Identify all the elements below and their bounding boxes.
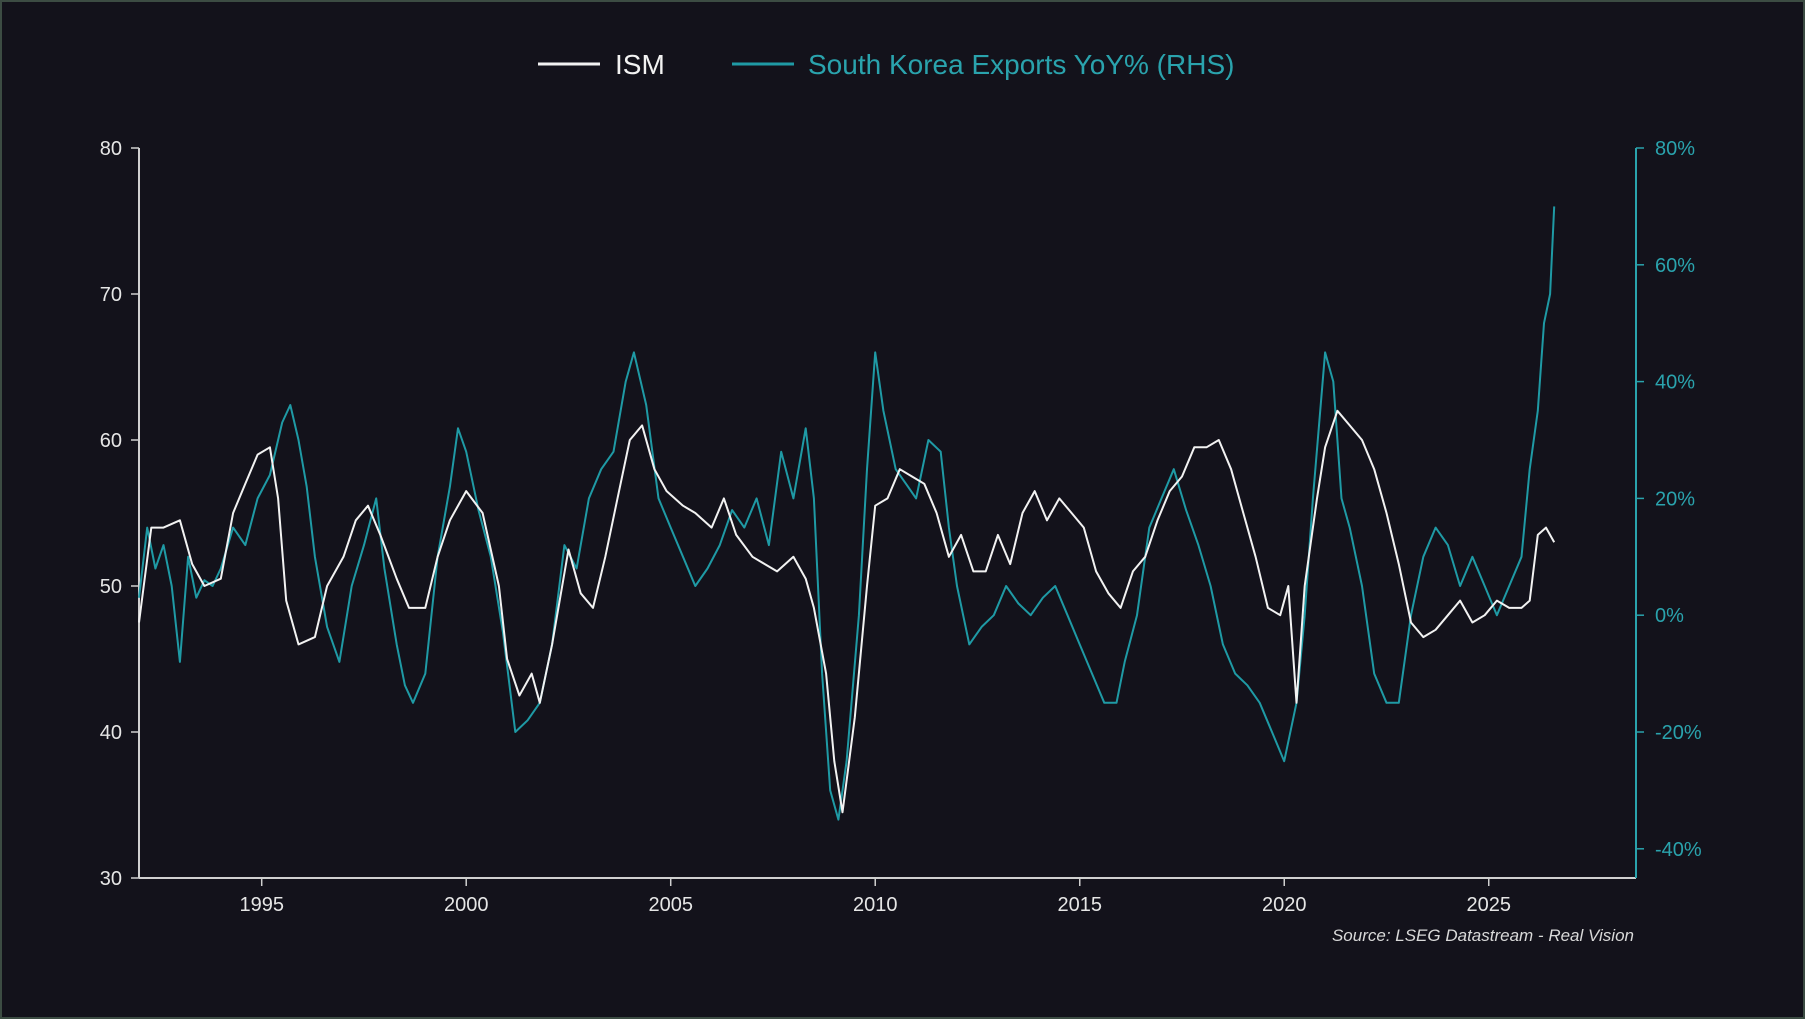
x-axis-ticks: 1995 2000 2005 2010 2015 2020 2025 (239, 878, 1511, 916)
x-tick-label: 2000 (444, 894, 489, 916)
plot-area (138, 206, 1556, 821)
right-tick-label: -20% (1655, 722, 1702, 744)
x-tick-label: 2010 (853, 894, 898, 916)
right-tick-label: 20% (1655, 488, 1695, 510)
legend-ism-label: ISM (615, 49, 665, 80)
source-note: Source: LSEG Datastream - Real Vision (1332, 926, 1634, 945)
right-tick-label: 60% (1655, 255, 1695, 277)
x-tick-label: 2020 (1262, 894, 1307, 916)
x-tick-label: 2015 (1057, 894, 1102, 916)
left-tick-label: 70 (100, 284, 122, 306)
left-tick-label: 30 (100, 868, 122, 890)
left-axis-ticks: 80 70 60 50 40 30 (100, 138, 139, 890)
korea-exports-series-line (138, 206, 1556, 821)
left-tick-label: 50 (100, 576, 122, 598)
left-tick-label: 40 (100, 722, 122, 744)
legend: ISM South Korea Exports YoY% (RHS) (538, 49, 1234, 80)
x-tick-label: 2025 (1467, 894, 1512, 916)
legend-korea-label: South Korea Exports YoY% (RHS) (808, 49, 1234, 80)
left-tick-label: 60 (100, 430, 122, 452)
x-tick-label: 1995 (239, 894, 284, 916)
right-tick-label: 40% (1655, 372, 1695, 394)
right-axis-ticks: 80% 60% 40% 20% 0% -20% -40% (1636, 138, 1702, 861)
right-tick-label: 0% (1655, 605, 1684, 627)
right-tick-label: 80% (1655, 138, 1695, 160)
left-tick-label: 80 (100, 138, 122, 160)
axes (138, 148, 1637, 879)
right-tick-label: -40% (1655, 839, 1702, 861)
ism-series-line (138, 409, 1556, 814)
x-tick-label: 2005 (648, 894, 693, 916)
